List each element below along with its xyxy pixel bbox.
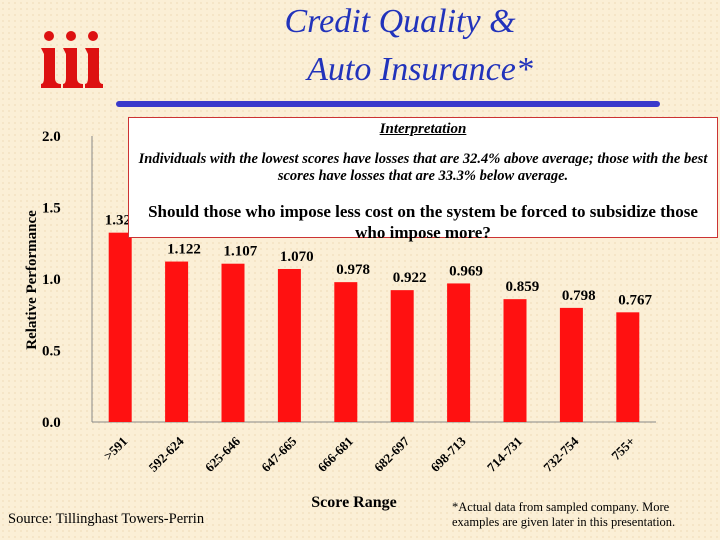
- y-tick-label: 1.0: [42, 272, 61, 288]
- x-tick-label: 592-624: [145, 433, 187, 475]
- bar-value-label: 0.969: [449, 263, 483, 279]
- x-axis-label: Score Range: [311, 494, 396, 511]
- bar-value-label: 1.070: [280, 249, 314, 265]
- y-tick-label: 2.0: [42, 129, 61, 145]
- bar: [221, 263, 245, 422]
- bar-value-label: 0.978: [336, 262, 370, 278]
- bar: [165, 261, 189, 422]
- bar: [503, 299, 527, 422]
- x-tick-label: >591: [101, 434, 131, 464]
- bar-value-label: 1.122: [167, 242, 201, 258]
- slide-title-line2: Auto Insurance*: [307, 51, 533, 88]
- bar: [390, 290, 414, 422]
- bar-value-label: 0.767: [618, 292, 652, 308]
- y-axis-label: Relative Performance: [24, 210, 40, 350]
- bar-value-label: 1.107: [224, 244, 258, 260]
- x-tick-label: 625-646: [202, 433, 244, 475]
- interpretation-body: Individuals with the lowest scores have …: [138, 151, 708, 184]
- bar: [108, 232, 132, 422]
- y-tick-label: 0.5: [42, 344, 61, 360]
- bar: [559, 307, 583, 422]
- bar-value-label: 0.922: [393, 270, 427, 286]
- footnote: *Actual data from sampled company. More …: [452, 500, 676, 529]
- bar: [277, 268, 301, 422]
- bar-value-label: 0.859: [506, 279, 540, 295]
- x-tick-label: 714-731: [484, 434, 525, 475]
- x-tick-label: 755+: [608, 434, 638, 464]
- y-tick-label: 0.0: [42, 415, 61, 431]
- x-tick-label: 666-681: [315, 434, 356, 475]
- x-tick-label: 698-713: [427, 433, 469, 475]
- interpretation-box: Interpretation Individuals with the lowe…: [128, 117, 718, 242]
- bar: [334, 282, 358, 422]
- iii-logo-icon: [41, 31, 103, 88]
- slide-title-line1: Credit Quality &: [284, 3, 516, 40]
- y-tick-label: 1.5: [42, 201, 61, 217]
- bar: [447, 283, 471, 422]
- x-tick-label: 682-697: [371, 433, 413, 475]
- interpretation-heading: Interpretation: [379, 121, 467, 137]
- x-tick-label: 647-665: [258, 433, 300, 475]
- bar: [616, 312, 640, 422]
- bar-value-label: 0.798: [562, 288, 596, 304]
- source-note: Source: Tillinghast Towers-Perrin: [8, 511, 205, 527]
- title-divider: [116, 101, 660, 107]
- x-tick-label: 732-754: [540, 433, 582, 475]
- interpretation-question: Should those who impose less cost on the…: [148, 202, 698, 242]
